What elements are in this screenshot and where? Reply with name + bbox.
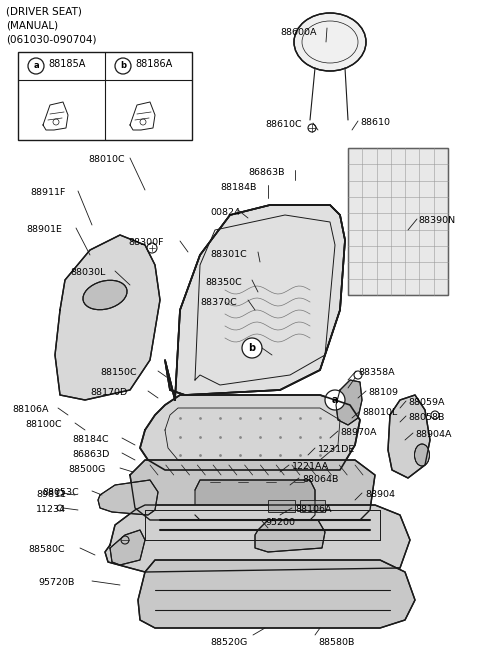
Circle shape	[325, 390, 345, 410]
Polygon shape	[255, 520, 325, 552]
Text: 88610: 88610	[360, 118, 390, 127]
Text: 88350C: 88350C	[205, 278, 242, 287]
Polygon shape	[105, 505, 410, 572]
Polygon shape	[98, 480, 158, 515]
Polygon shape	[348, 148, 448, 295]
Text: 86863D: 86863D	[72, 450, 109, 459]
Text: 1231DE: 1231DE	[318, 445, 355, 454]
Text: 88970A: 88970A	[340, 428, 376, 437]
Text: 88520G: 88520G	[210, 638, 247, 647]
Text: (DRIVER SEAT): (DRIVER SEAT)	[6, 6, 82, 16]
Polygon shape	[300, 500, 325, 512]
Polygon shape	[388, 395, 430, 478]
Text: b: b	[249, 343, 255, 353]
Text: b: b	[120, 62, 126, 70]
Text: 88184B: 88184B	[220, 183, 256, 192]
Polygon shape	[336, 380, 362, 425]
Text: (MANUAL): (MANUAL)	[6, 20, 58, 30]
Text: 88390N: 88390N	[418, 216, 455, 225]
Circle shape	[28, 58, 44, 74]
Ellipse shape	[83, 280, 127, 310]
Text: a: a	[33, 62, 39, 70]
Polygon shape	[138, 560, 415, 628]
Text: 88911F: 88911F	[30, 188, 65, 197]
Text: 88300F: 88300F	[128, 238, 164, 247]
Text: 86863B: 86863B	[248, 168, 285, 177]
Text: 88010L: 88010L	[362, 408, 397, 417]
Text: 88010C: 88010C	[88, 155, 125, 164]
Text: 95200: 95200	[265, 518, 295, 527]
Text: 88030L: 88030L	[70, 268, 106, 277]
Text: 88058B: 88058B	[408, 413, 444, 422]
Text: 00824: 00824	[210, 208, 240, 217]
Text: 88600A: 88600A	[280, 28, 316, 37]
Text: 88370C: 88370C	[200, 298, 237, 307]
Polygon shape	[130, 460, 375, 520]
Polygon shape	[140, 395, 360, 470]
Circle shape	[115, 58, 131, 74]
Text: 88358A: 88358A	[358, 368, 395, 377]
Text: 88100C: 88100C	[25, 420, 61, 429]
Text: 89811: 89811	[36, 490, 66, 499]
Polygon shape	[195, 480, 315, 520]
Text: 88059A: 88059A	[408, 398, 444, 407]
Text: 88170D: 88170D	[90, 388, 127, 397]
Ellipse shape	[294, 13, 366, 71]
Text: a: a	[332, 395, 338, 405]
Text: 88901E: 88901E	[26, 225, 62, 234]
Text: 1221AA: 1221AA	[292, 462, 329, 471]
Ellipse shape	[415, 444, 430, 466]
Text: 88186A: 88186A	[135, 59, 172, 69]
Text: 88500G: 88500G	[68, 465, 105, 474]
Text: 88053C: 88053C	[42, 488, 79, 497]
Text: 88610C: 88610C	[265, 120, 301, 129]
Text: 88184C: 88184C	[72, 435, 108, 444]
Text: (061030-090704): (061030-090704)	[6, 34, 96, 44]
Circle shape	[242, 338, 262, 358]
Polygon shape	[165, 205, 345, 400]
Text: 88904: 88904	[365, 490, 395, 499]
Text: 88109: 88109	[368, 388, 398, 397]
Text: 88904A: 88904A	[415, 430, 452, 439]
Polygon shape	[110, 530, 145, 565]
Text: 88301C: 88301C	[210, 250, 247, 259]
Text: 88580B: 88580B	[318, 638, 354, 647]
Text: 88064B: 88064B	[302, 475, 338, 484]
Text: 88185A: 88185A	[48, 59, 85, 69]
Text: 88106A: 88106A	[295, 505, 332, 514]
Text: 88580C: 88580C	[28, 545, 65, 554]
Polygon shape	[55, 235, 160, 400]
Text: 88150C: 88150C	[100, 368, 137, 377]
Text: 11234: 11234	[36, 505, 66, 514]
Text: 88106A: 88106A	[12, 405, 48, 414]
Text: 95720B: 95720B	[38, 578, 74, 587]
Polygon shape	[268, 500, 295, 512]
